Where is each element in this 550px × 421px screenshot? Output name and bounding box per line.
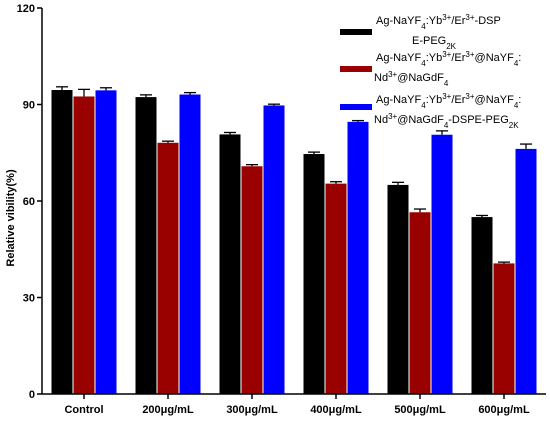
legend-label: Nd3+@NaGdF4-DSPE-PEG2K <box>374 112 519 130</box>
bar <box>263 105 285 394</box>
bar <box>135 97 157 394</box>
legend-swatch <box>340 29 372 35</box>
legend-label: Nd3+@NaGdF4 <box>374 70 449 88</box>
bar <box>387 184 409 394</box>
y-axis-title: Relative vibility(%) <box>5 169 17 267</box>
x-tick-label: Control <box>64 404 103 416</box>
legend-swatch <box>340 66 372 72</box>
bar <box>347 121 369 395</box>
bar <box>325 183 347 394</box>
x-tick-label: 600μg/mL <box>478 404 530 416</box>
x-tick-label: 300μg/mL <box>226 404 278 416</box>
y-tick-label: 60 <box>23 196 35 208</box>
bar <box>95 90 117 394</box>
x-tick-label: 200μg/mL <box>142 404 194 416</box>
y-tick-label: 120 <box>17 3 35 15</box>
x-tick-label: 500μg/mL <box>394 404 446 416</box>
bar <box>241 166 263 394</box>
y-tick-label: 90 <box>23 100 35 112</box>
legend-label: E-PEG2K <box>412 35 457 51</box>
bar <box>493 263 515 394</box>
legend-label: Ag-NaYF4:Yb3+/Er3+@NaYF4: <box>376 50 521 68</box>
legend-label: Ag-NaYF4:Yb3+/Er3+@NaYF4: <box>376 92 521 110</box>
bar <box>179 94 201 395</box>
bar <box>303 154 325 394</box>
bar <box>73 96 95 394</box>
bar <box>471 217 493 394</box>
bar <box>431 134 453 394</box>
bar <box>157 142 179 394</box>
y-tick-label: 30 <box>23 293 35 305</box>
legend-swatch <box>340 104 372 110</box>
bar <box>51 90 73 395</box>
bar <box>409 212 431 394</box>
x-tick-label: 400μg/mL <box>310 404 362 416</box>
bar <box>515 148 537 394</box>
y-tick-label: 0 <box>29 389 35 401</box>
bar <box>219 134 241 395</box>
legend-label: Ag-NaYF4:Yb3+/Er3+-DSP <box>376 13 501 31</box>
